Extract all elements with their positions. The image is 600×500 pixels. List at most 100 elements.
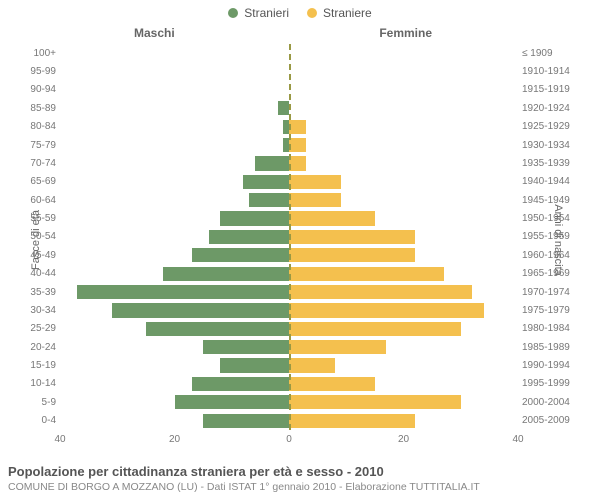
- age-label: 100+: [20, 48, 56, 59]
- age-label: 70-74: [20, 158, 56, 169]
- female-bar: [289, 248, 415, 262]
- female-bar: [289, 156, 306, 170]
- birth-year-label: 1955-1959: [522, 231, 582, 242]
- female-half: [289, 99, 518, 117]
- male-bar: [209, 230, 289, 244]
- legend-label-female: Straniere: [323, 6, 372, 20]
- female-bar: [289, 230, 415, 244]
- chart-footer: Popolazione per cittadinanza straniera p…: [0, 460, 600, 493]
- female-bar: [289, 303, 484, 317]
- age-label: 60-64: [20, 195, 56, 206]
- male-half: [60, 375, 289, 393]
- x-tick: 40: [512, 434, 523, 445]
- male-half: [60, 228, 289, 246]
- age-label: 15-19: [20, 360, 56, 371]
- population-pyramid-chart: Maschi Femmine Fasce di età Anni di nasc…: [0, 20, 600, 460]
- female-bar: [289, 267, 444, 281]
- birth-year-label: 1915-1919: [522, 84, 582, 95]
- age-label: 45-49: [20, 250, 56, 261]
- female-half: [289, 228, 518, 246]
- age-label: 25-29: [20, 323, 56, 334]
- birth-year-label: 1925-1929: [522, 121, 582, 132]
- female-column-title: Femmine: [379, 26, 432, 40]
- birth-year-label: 1995-1999: [522, 378, 582, 389]
- male-half: [60, 320, 289, 338]
- age-label: 10-14: [20, 378, 56, 389]
- female-half: [289, 173, 518, 191]
- legend-swatch-male: [228, 8, 238, 18]
- female-half: [289, 393, 518, 411]
- female-half: [289, 338, 518, 356]
- x-axis-right: 2040: [289, 434, 518, 450]
- male-bar: [203, 340, 289, 354]
- male-bar: [203, 414, 289, 428]
- age-label: 20-24: [20, 342, 56, 353]
- birth-year-label: 1965-1969: [522, 268, 582, 279]
- female-bar: [289, 322, 461, 336]
- birth-year-label: 1980-1984: [522, 323, 582, 334]
- male-half: [60, 118, 289, 136]
- age-label: 65-69: [20, 176, 56, 187]
- legend-swatch-female: [307, 8, 317, 18]
- male-half: [60, 191, 289, 209]
- female-half: [289, 118, 518, 136]
- age-label: 40-44: [20, 268, 56, 279]
- x-axis: 40200 2040: [60, 434, 518, 450]
- birth-year-label: 1975-1979: [522, 305, 582, 316]
- birth-year-label: 2005-2009: [522, 415, 582, 426]
- female-half: [289, 320, 518, 338]
- female-half: [289, 265, 518, 283]
- male-column-title: Maschi: [134, 26, 175, 40]
- female-bar: [289, 193, 341, 207]
- age-label: 80-84: [20, 121, 56, 132]
- male-half: [60, 154, 289, 172]
- female-bar: [289, 211, 375, 225]
- birth-year-label: 1990-1994: [522, 360, 582, 371]
- age-label: 50-54: [20, 231, 56, 242]
- male-bar: [112, 303, 289, 317]
- male-bar: [163, 267, 289, 281]
- legend-label-male: Stranieri: [244, 6, 289, 20]
- male-half: [60, 209, 289, 227]
- female-half: [289, 283, 518, 301]
- female-bar: [289, 175, 341, 189]
- footer-title: Popolazione per cittadinanza straniera p…: [8, 464, 592, 479]
- female-half: [289, 191, 518, 209]
- female-bar: [289, 285, 472, 299]
- birth-year-label: 1960-1964: [522, 250, 582, 261]
- male-bar: [220, 211, 289, 225]
- male-bar: [77, 285, 289, 299]
- age-label: 55-59: [20, 213, 56, 224]
- male-half: [60, 44, 289, 62]
- male-half: [60, 393, 289, 411]
- female-bar: [289, 138, 306, 152]
- female-half: [289, 209, 518, 227]
- male-half: [60, 338, 289, 356]
- male-half: [60, 412, 289, 430]
- male-half: [60, 246, 289, 264]
- male-bar: [220, 358, 289, 372]
- female-half: [289, 81, 518, 99]
- female-bar: [289, 120, 306, 134]
- chart-centerline: [289, 44, 291, 430]
- x-axis-left: 40200: [60, 434, 289, 450]
- female-half: [289, 62, 518, 80]
- female-bar: [289, 395, 461, 409]
- male-bar: [243, 175, 289, 189]
- male-half: [60, 265, 289, 283]
- male-half: [60, 283, 289, 301]
- female-half: [289, 246, 518, 264]
- age-label: 5-9: [20, 397, 56, 408]
- female-bar: [289, 377, 375, 391]
- x-tick: 40: [54, 434, 65, 445]
- birth-year-label: 1930-1934: [522, 140, 582, 151]
- male-half: [60, 62, 289, 80]
- chart-legend: Stranieri Straniere: [0, 0, 600, 20]
- age-label: 75-79: [20, 140, 56, 151]
- female-bar: [289, 340, 386, 354]
- birth-year-label: 1910-1914: [522, 66, 582, 77]
- female-half: [289, 356, 518, 374]
- male-half: [60, 81, 289, 99]
- legend-item-female: Straniere: [307, 6, 372, 20]
- birth-year-label: 1970-1974: [522, 287, 582, 298]
